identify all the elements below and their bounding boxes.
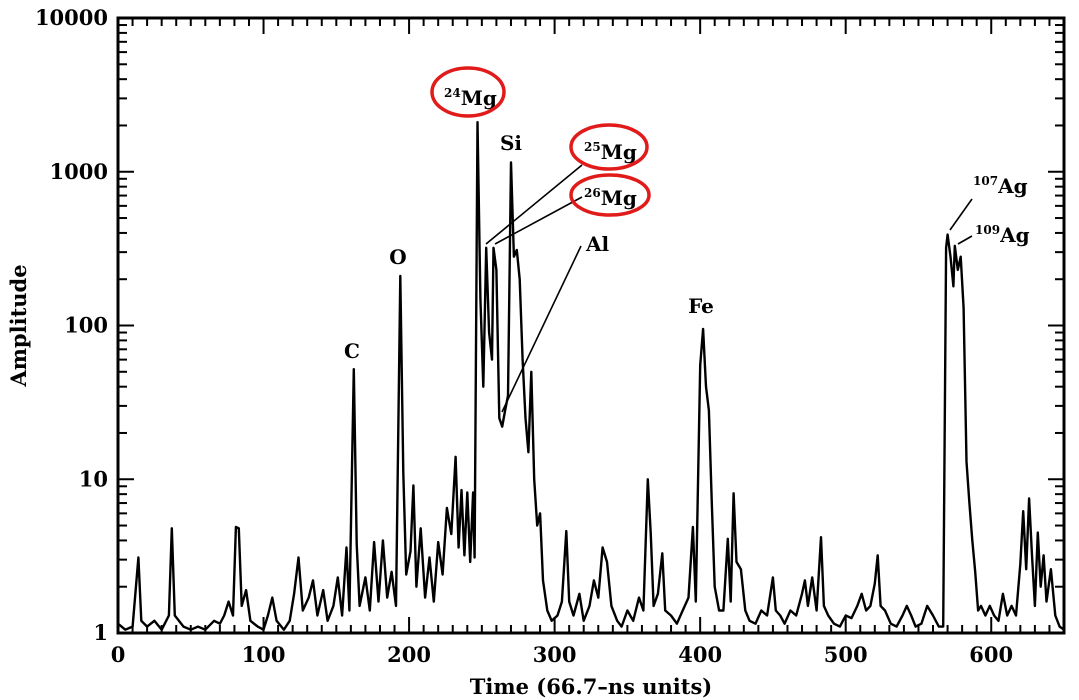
y-tick-label: 10000 (35, 5, 108, 30)
peak-leader-line (957, 235, 973, 245)
peak-element-symbol: Al (585, 232, 610, 256)
peak-element-symbol: Mg (601, 186, 637, 210)
peak-isotope-number: 25 (584, 140, 601, 154)
highlight-circle (569, 173, 651, 217)
peak-element-symbol: Mg (601, 140, 637, 164)
peak-leader-line (501, 245, 582, 413)
peak-isotope-number: 107 (973, 174, 998, 188)
peak-isotope-number: 109 (975, 223, 1000, 237)
peak-element-symbol: O (389, 245, 406, 269)
x-tick-label: 300 (533, 642, 577, 667)
peak-leader-line (485, 164, 583, 245)
peak-element-symbol: Mg (461, 86, 497, 110)
plot-frame (116, 16, 1066, 635)
peak-label: Fe (688, 294, 714, 318)
peak-leader-line (494, 196, 583, 245)
y-tick-label: 10 (79, 466, 108, 491)
tick-labels: 0 100 200 300 400 500 600 1 10 100 1000 10000 (35, 5, 1013, 667)
peak-label: C (344, 339, 360, 363)
x-tick-label: 200 (387, 642, 431, 667)
peak-isotope-number: 24 (444, 86, 461, 100)
peak-element-symbol: Ag (997, 174, 1028, 198)
peak-label: 109Ag (975, 223, 1030, 247)
peak-label: 26Mg (584, 186, 637, 210)
x-axis-title: Time (66.7–ns units) (470, 674, 712, 699)
y-tick-label: 1000 (50, 159, 108, 184)
peak-label: Al (585, 232, 610, 256)
peak-label: O (389, 245, 406, 269)
y-tick-label: 100 (64, 313, 108, 338)
x-tick-label: 400 (678, 642, 722, 667)
peak-label: 24Mg (444, 86, 497, 110)
x-tick-label: 500 (824, 642, 868, 667)
peak-label: Si (500, 131, 522, 155)
peak-element-symbol: Fe (688, 294, 714, 318)
peak-element-symbol: Ag (999, 223, 1030, 247)
peak-isotope-number: 26 (584, 186, 601, 200)
y-tick-label: 1 (93, 620, 108, 645)
peak-leader-line (949, 198, 973, 231)
peak-label: 107Ag (973, 174, 1028, 198)
peak-label: 25Mg (584, 140, 637, 164)
y-axis-title: Amplitude (6, 264, 31, 387)
highlight-circle (430, 66, 506, 118)
peak-element-symbol: Si (500, 131, 522, 155)
x-tick-label: 0 (111, 642, 126, 667)
x-tick-label: 100 (242, 642, 286, 667)
peak-element-symbol: C (344, 339, 360, 363)
highlight-circle (569, 123, 649, 171)
spectrum-series-line (117, 121, 1065, 631)
x-tick-label: 600 (969, 642, 1013, 667)
